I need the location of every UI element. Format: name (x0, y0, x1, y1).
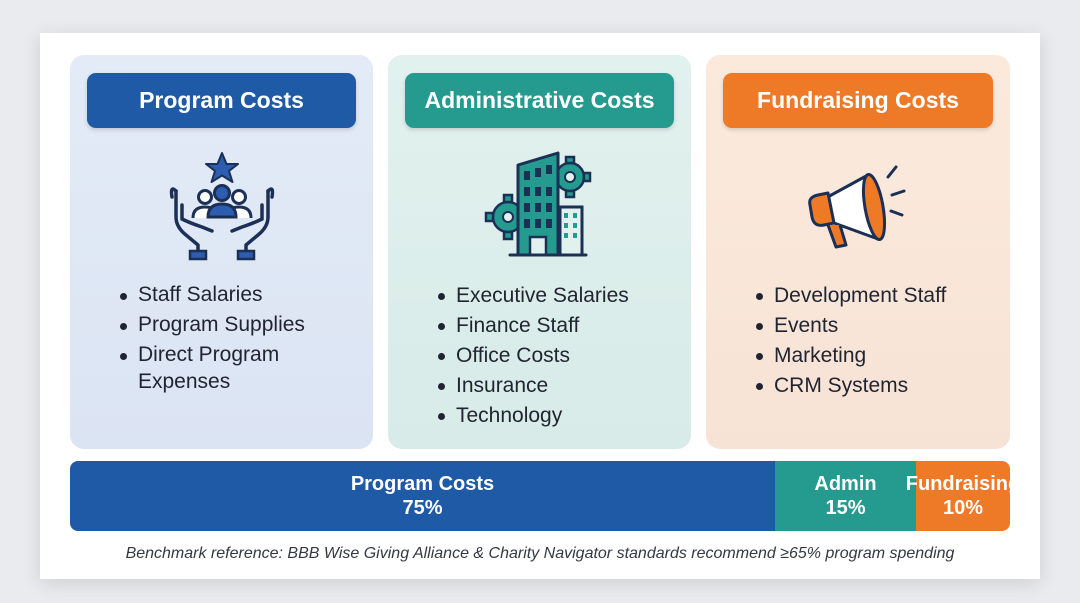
fundraising-costs-list: Development Staff Events Marketing CRM S… (754, 281, 994, 401)
list-item: Events (754, 311, 994, 341)
list-item: Executive Salaries (436, 281, 675, 311)
program-costs-header: Program Costs (87, 73, 356, 128)
segment-value: 15% (825, 497, 866, 519)
list-item: Office Costs (436, 341, 675, 371)
list-item: Development Staff (754, 281, 994, 311)
list-item: CRM Systems (754, 371, 994, 401)
fundraising-segment: Fundraising 10% (906, 461, 1010, 531)
list-item: Insurance (436, 371, 675, 401)
segment-value: 75% (402, 497, 443, 519)
cost-allocation-bar: Program Costs 75% Admin 15% Fundraising … (70, 461, 1010, 531)
administrative-costs-column: Administrative Costs (388, 55, 691, 449)
program-costs-list: Staff Salaries Program Supplies Direct P… (118, 281, 357, 398)
segment-label: Program Costs (350, 473, 495, 495)
list-item: Direct Program Expenses (118, 341, 308, 395)
segment-label: Admin (814, 473, 877, 495)
benchmark-note: Benchmark reference: BBB Wise Giving All… (125, 545, 955, 562)
list-item: Finance Staff (436, 311, 675, 341)
list-item: Marketing (754, 341, 994, 371)
segment-value: 10% (942, 497, 984, 519)
infographic-card: Program Costs Staff Salaries (40, 33, 1040, 579)
list-item: Technology (436, 401, 675, 431)
office-building-gears-icon (480, 147, 600, 267)
caring-hands-people-icon (162, 147, 282, 267)
program-costs-segment: Program Costs 75% (70, 461, 775, 531)
megaphone-icon (798, 147, 918, 267)
list-item: Staff Salaries (118, 281, 357, 308)
administrative-costs-header: Administrative Costs (405, 73, 674, 128)
segment-label: Fundraising (905, 473, 1010, 495)
fundraising-costs-header: Fundraising Costs (723, 73, 993, 128)
list-item: Program Supplies (118, 311, 357, 338)
program-costs-column: Program Costs Staff Salaries (70, 55, 373, 449)
administrative-costs-list: Executive Salaries Finance Staff Office … (436, 281, 675, 431)
fundraising-costs-column: Fundraising Costs Development Staff Even… (706, 55, 1010, 449)
admin-segment: Admin 15% (775, 461, 916, 531)
